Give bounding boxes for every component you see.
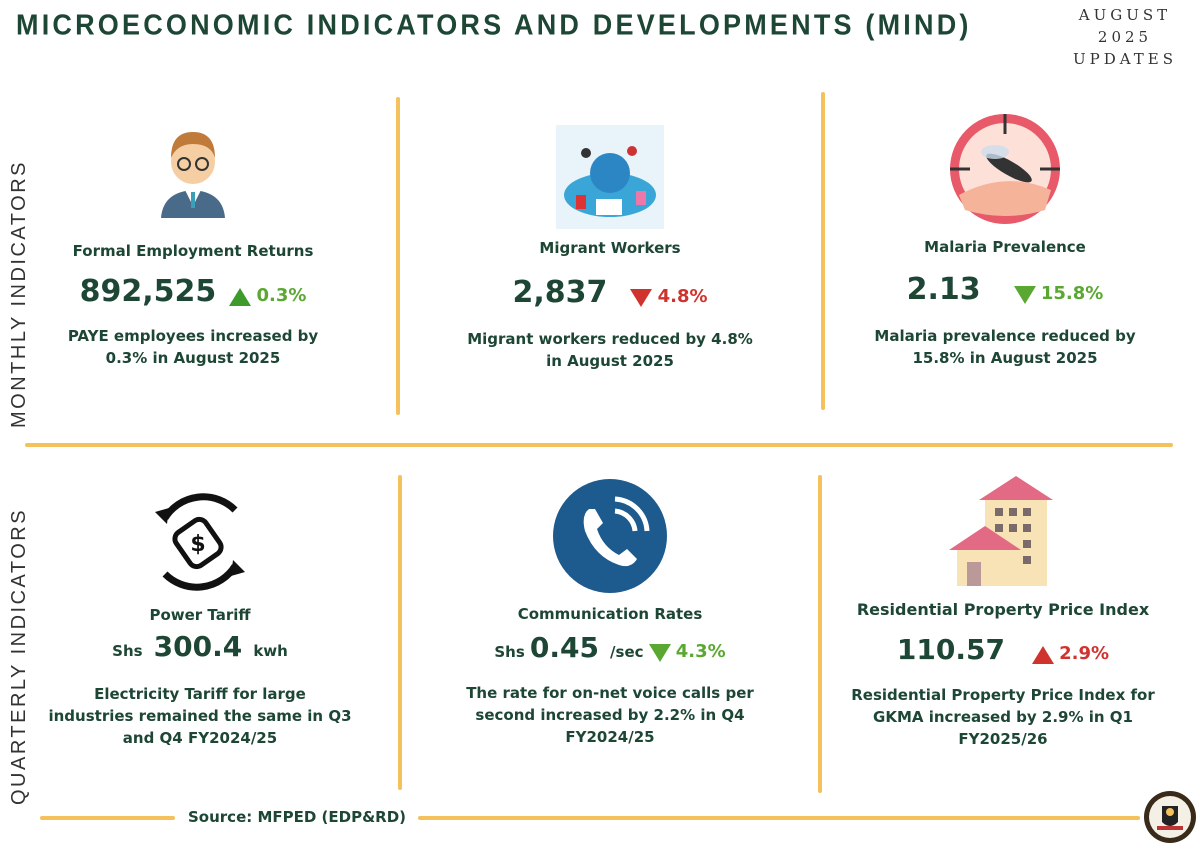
update-period: AUGUST 2025 UPDATES — [1060, 4, 1190, 70]
update-year: 2025 — [1097, 28, 1153, 46]
indicator-value: 300.4 — [153, 630, 243, 663]
indicator-value: 892,525 — [79, 274, 217, 309]
indicator-value: 110.57 — [896, 633, 1005, 666]
indicator-change: 0.3% — [256, 285, 307, 306]
triangle-down-icon — [1013, 285, 1036, 304]
power-plug-dollar-icon: $ — [155, 493, 245, 591]
divider — [396, 97, 400, 415]
currency-prefix: Shs — [112, 642, 143, 660]
indicator-description: Electricity Tariff for large industries r… — [48, 685, 352, 747]
triangle-down-icon — [630, 288, 653, 307]
footer-line — [418, 816, 1140, 820]
triangle-up-icon — [229, 287, 252, 306]
divider — [398, 475, 402, 790]
triangle-up-icon — [1032, 645, 1055, 664]
divider — [821, 92, 825, 410]
indicator-change: 4.8% — [657, 286, 708, 307]
migrant-workers-card: Migrant Workers 2,837 4.8% Migrant worke… — [450, 125, 770, 372]
indicator-description: Malaria prevalence reduced by 15.8% in Au… — [874, 327, 1136, 367]
monthly-section-label: MONTHLY INDICATORS — [8, 160, 30, 428]
section-divider — [25, 443, 1173, 447]
footer-line — [40, 816, 175, 820]
unit: kwh — [253, 642, 288, 660]
page-title: MICROECONOMIC INDICATORS AND DEVELOPMENT… — [16, 9, 972, 41]
indicator-value: 0.45 — [529, 631, 599, 664]
power-tariff-card: $ Power Tariff Shs 300.4 kwh Electricity… — [40, 488, 360, 749]
indicator-change: 2.9% — [1059, 643, 1110, 664]
quarterly-section-label: QUARTERLY INDICATORS — [8, 507, 30, 805]
source-text: Source: MFPED (EDP&RD) — [188, 808, 407, 826]
indicator-label: Power Tariff — [149, 606, 251, 624]
phone-icon — [553, 479, 667, 593]
indicator-value: 2.13 — [906, 272, 981, 307]
indicator-label: Residential Property Price Index — [856, 600, 1150, 619]
indicator-description: Residential Property Price Index for GKMA… — [851, 686, 1155, 748]
businessman-icon — [161, 132, 225, 218]
indicator-label: Formal Employment Returns — [72, 242, 314, 260]
mosquito-icon — [950, 114, 1060, 224]
migrant-workers-icon — [556, 125, 664, 229]
indicator-label: Communication Rates — [517, 605, 703, 623]
property-price-card: Residential Property Price Index 110.57 … — [838, 470, 1168, 750]
formal-employment-card: Formal Employment Returns 892,525 0.3% P… — [33, 120, 353, 369]
svg-text:$: $ — [190, 532, 205, 557]
divider — [818, 475, 822, 793]
indicator-label: Migrant Workers — [539, 239, 681, 257]
indicator-value: 2,837 — [512, 275, 608, 310]
indicator-change: 15.8% — [1040, 283, 1104, 304]
indicator-description: The rate for on-net voice calls per secon… — [466, 684, 754, 746]
unit: /sec — [610, 643, 644, 661]
malaria-card: Malaria Prevalence 2.13 15.8% Malaria pr… — [845, 110, 1165, 369]
indicator-label: Malaria Prevalence — [924, 238, 1086, 256]
indicator-description: Migrant workers reduced by 4.8% in August… — [467, 330, 753, 370]
update-label: UPDATES — [1072, 50, 1177, 68]
coat-of-arms-seal — [1144, 791, 1196, 843]
currency-prefix: Shs — [494, 643, 525, 661]
communication-rates-card: Communication Rates Shs 0.45 /sec 4.3% T… — [450, 477, 770, 748]
indicator-change: 4.3% — [675, 641, 726, 662]
triangle-down-icon — [648, 643, 671, 662]
indicator-description: PAYE employees increased by 0.3% in Augus… — [67, 327, 319, 367]
houses-icon — [949, 476, 1053, 586]
update-month: AUGUST — [1078, 6, 1172, 24]
